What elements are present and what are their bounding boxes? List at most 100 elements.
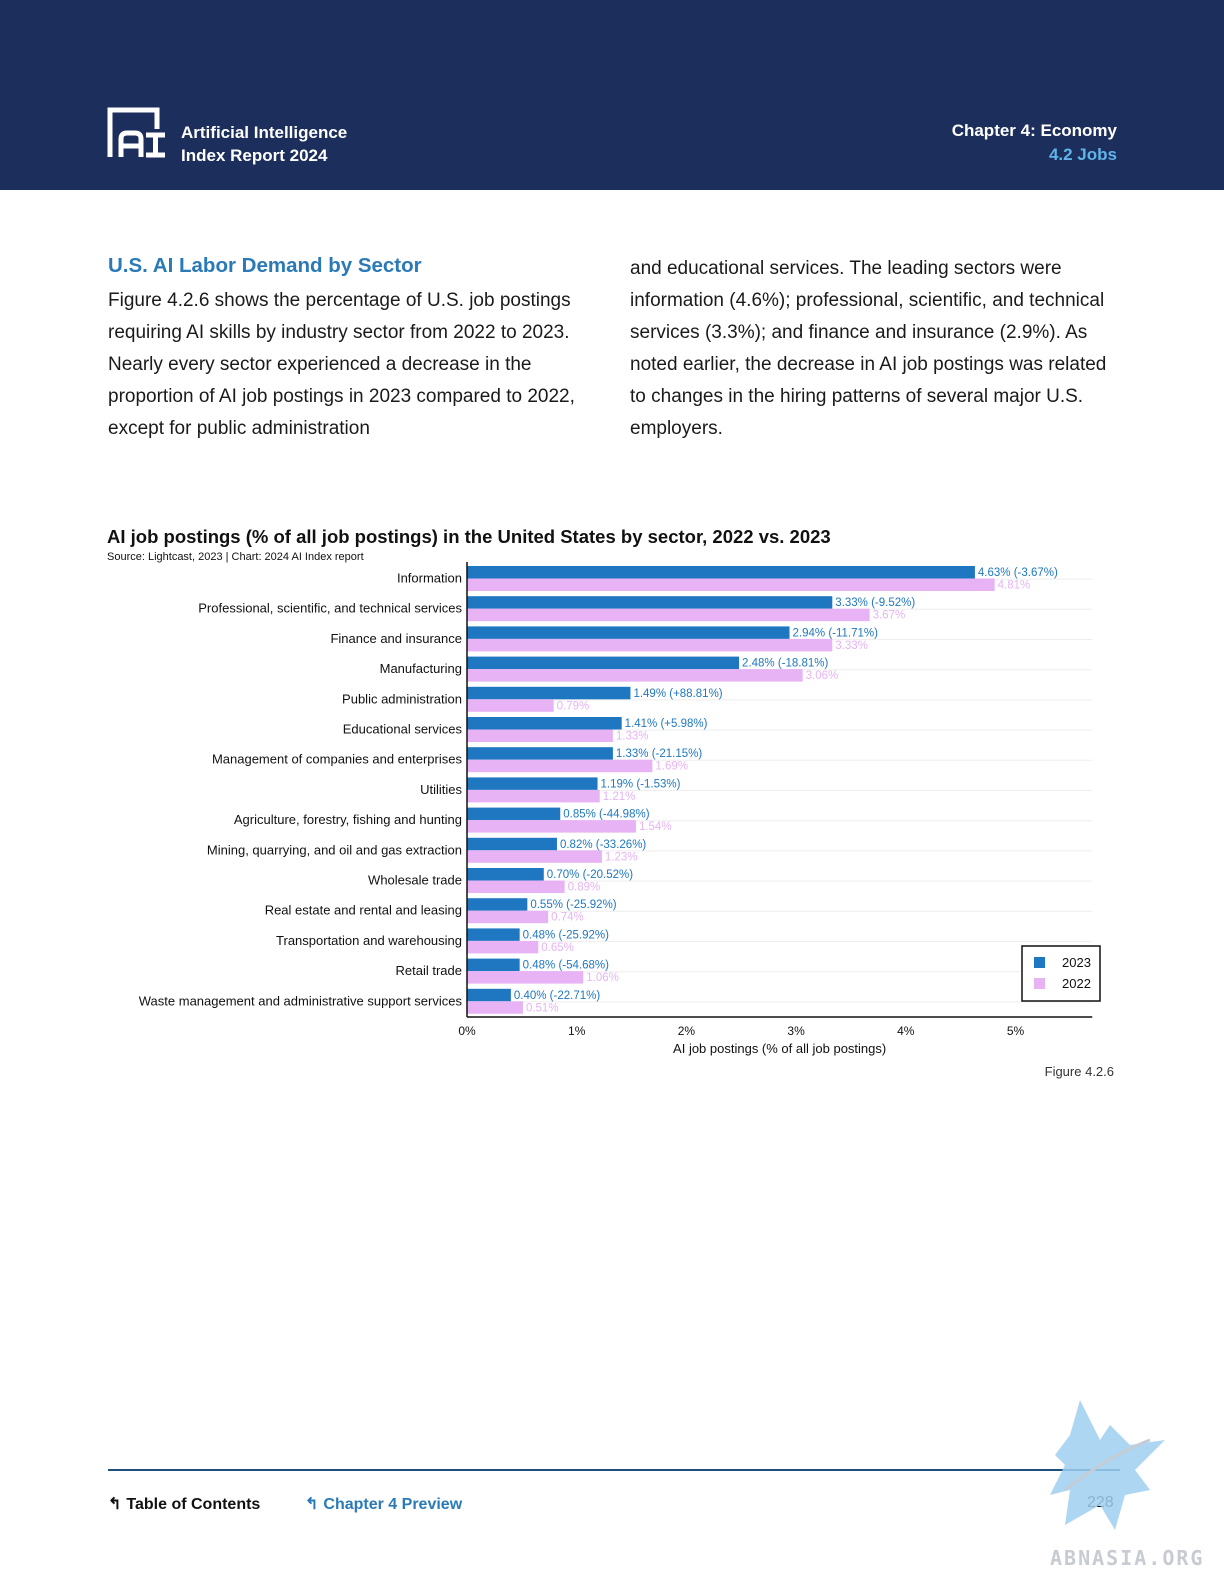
data-label-2023: 0.55% (-25.92%) <box>530 899 616 911</box>
data-label-2022: 4.81% <box>998 580 1031 592</box>
category-label: Manufacturing <box>380 661 462 676</box>
category-label: Wholesale trade <box>368 873 462 888</box>
category-label: Finance and insurance <box>330 631 462 646</box>
bar-2023 <box>467 837 557 851</box>
data-label-2022: 1.69% <box>655 761 688 773</box>
data-label-2022: 3.06% <box>806 670 839 682</box>
data-label-2022: 0.79% <box>557 700 590 712</box>
bar-2023 <box>467 747 613 760</box>
chapter-preview-link[interactable]: ↰ Chapter 4 Preview <box>305 1494 462 1514</box>
bar-2022 <box>467 759 653 773</box>
bar-2023 <box>467 566 975 579</box>
data-label-2022: 1.23% <box>605 851 638 863</box>
data-label-2023: 0.70% (-20.52%) <box>547 869 633 881</box>
x-tick-label: 2% <box>678 1024 696 1038</box>
ai-index-logo <box>107 107 165 158</box>
bar-2022 <box>467 820 636 833</box>
x-tick-label: 0% <box>458 1024 476 1038</box>
data-label-2023: 4.63% (-3.67%) <box>978 567 1058 579</box>
x-tick-label: 4% <box>897 1024 915 1038</box>
x-tick-label: 5% <box>1007 1024 1025 1038</box>
category-label: Information <box>397 571 462 586</box>
chapter-title: Chapter 4: Economy <box>951 121 1117 140</box>
data-label-2022: 1.06% <box>586 972 619 984</box>
data-label-2023: 2.94% (-11.71%) <box>793 627 879 639</box>
table-of-contents-link[interactable]: ↰ Table of Contents <box>108 1494 260 1514</box>
bar-2023 <box>467 958 520 972</box>
data-label-2023: 1.41% (+5.98%) <box>625 718 708 730</box>
bar-2022 <box>467 910 549 924</box>
data-label-2023: 0.40% (-22.71%) <box>514 990 600 1002</box>
data-label-2022: 0.65% <box>541 942 574 954</box>
bar-2022 <box>467 699 554 712</box>
chapter-preview-label: Chapter 4 Preview <box>323 1496 463 1513</box>
legend-swatch-2023 <box>1034 957 1045 968</box>
bar-2022 <box>467 940 539 954</box>
category-label: Educational services <box>343 722 463 737</box>
x-tick-label: 1% <box>568 1024 586 1038</box>
data-label-2022: 0.74% <box>551 912 584 924</box>
x-tick-label: 3% <box>787 1024 805 1038</box>
data-label-2023: 0.48% (-25.92%) <box>523 929 609 941</box>
data-label-2022: 1.21% <box>603 791 636 803</box>
data-label-2023: 1.33% (-21.15%) <box>616 748 702 760</box>
bar-2022 <box>467 880 565 893</box>
legend-swatch-2022 <box>1034 978 1045 989</box>
paragraph-right: and educational services. The leading se… <box>630 258 1107 439</box>
bar-2022 <box>467 608 870 622</box>
brand-title: Artificial Intelligence Index Report 202… <box>181 121 347 167</box>
return-arrow-icon: ↰ <box>305 1496 319 1513</box>
bar-2023 <box>467 807 561 821</box>
bar-2023 <box>467 626 790 639</box>
category-label: Utilities <box>420 782 462 797</box>
x-axis-title: AI job postings (% of all job postings) <box>673 1041 886 1056</box>
data-label-2023: 0.48% (-54.68%) <box>523 960 609 972</box>
watermark-text: ABNASIA.ORG <box>1050 1546 1205 1570</box>
chart-title: AI job postings (% of all job postings) … <box>107 526 831 547</box>
data-label-2022: 3.33% <box>835 640 868 652</box>
sector-bar-chart: Information 4.63% (-3.67%)4.81% Profession… <box>139 562 1101 1056</box>
brand-line-1: Artificial Intelligence <box>181 123 348 142</box>
bar-2023 <box>467 717 622 730</box>
bar-2023 <box>467 898 528 911</box>
legend-label-2023: 2023 <box>1062 955 1091 970</box>
data-label-2022: 3.67% <box>873 610 906 622</box>
paragraph-left: Figure 4.2.6 shows the percentage of U.S… <box>108 290 575 439</box>
return-arrow-icon: ↰ <box>108 1496 122 1513</box>
data-label-2023: 0.85% (-44.98%) <box>563 809 649 821</box>
bar-2023 <box>467 656 740 670</box>
category-label: Mining, quarrying, and oil and gas extra… <box>207 842 462 857</box>
bar-2022 <box>467 971 584 984</box>
data-label-2023: 3.33% (-9.52%) <box>835 597 915 609</box>
toc-label: Table of Contents <box>126 1496 261 1513</box>
bar-2022 <box>467 669 803 682</box>
section-link[interactable]: 4.2 Jobs <box>1048 145 1117 164</box>
bar-2022 <box>467 638 833 652</box>
bar-2023 <box>467 928 520 941</box>
category-label: Public administration <box>342 691 462 706</box>
bar-2023 <box>467 988 511 1002</box>
category-label: Agriculture, forestry, fishing and hunti… <box>234 812 462 827</box>
data-label-2022: 1.54% <box>639 821 672 833</box>
section-title: U.S. AI Labor Demand by Sector <box>108 254 422 277</box>
data-label-2023: 1.49% (+88.81%) <box>633 688 722 700</box>
bar-2022 <box>467 578 995 591</box>
bar-2022 <box>467 1001 523 1014</box>
bar-2022 <box>467 729 613 742</box>
footer-divider <box>108 1469 1120 1471</box>
category-label: Transportation and warehousing <box>276 933 462 948</box>
bar-2022 <box>467 850 602 863</box>
category-label: Retail trade <box>396 963 462 978</box>
bar-2023 <box>467 777 598 790</box>
data-label-2022: 0.89% <box>568 882 601 894</box>
category-label: Real estate and rental and leasing <box>265 903 462 918</box>
category-label: Waste management and administrative supp… <box>139 993 463 1008</box>
bar-2023 <box>467 868 544 881</box>
category-label: Professional, scientific, and technical … <box>198 601 462 616</box>
brand-line-2: Index Report 2024 <box>181 146 328 165</box>
griffin-watermark-icon <box>1050 1400 1165 1530</box>
category-label: Management of companies and enterprises <box>212 752 463 767</box>
bar-2022 <box>467 789 600 803</box>
figure-label: Figure 4.2.6 <box>1044 1064 1114 1079</box>
data-label-2023: 2.48% (-18.81%) <box>742 658 828 670</box>
